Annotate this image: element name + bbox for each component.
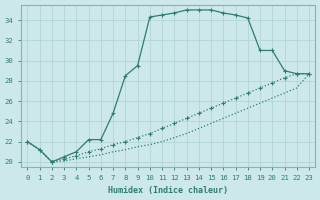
X-axis label: Humidex (Indice chaleur): Humidex (Indice chaleur) [108,186,228,195]
